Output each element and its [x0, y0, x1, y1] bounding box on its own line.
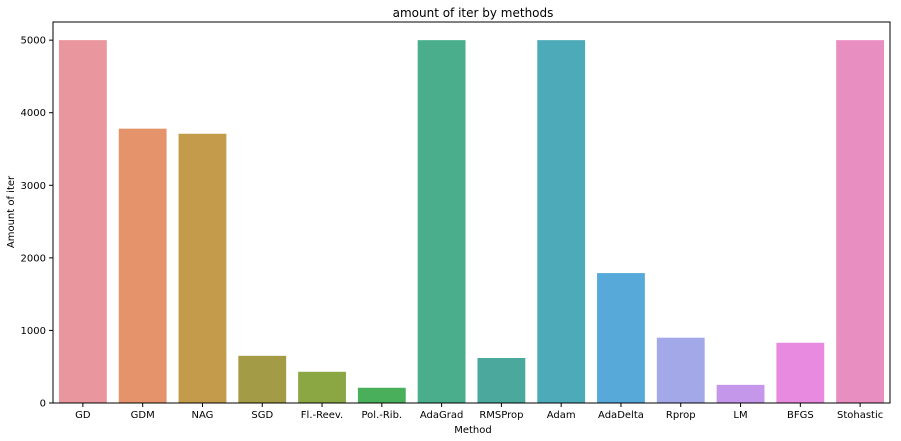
x-tick-label: SGD — [251, 410, 273, 421]
x-tick-label: RMSProp — [479, 410, 523, 421]
bars-group — [58, 40, 885, 404]
x-tick-label: Rprop — [666, 410, 696, 421]
x-tick-label: LM — [733, 410, 747, 421]
bar-bfgs — [776, 342, 825, 403]
x-tick-label: Adam — [547, 410, 576, 421]
plot-frame — [52, 21, 891, 404]
bar-nag — [178, 133, 227, 403]
chart-title: amount of iter by methods — [393, 6, 554, 20]
x-tick-label: Pol.-Rib. — [362, 410, 403, 421]
y-tick-label: 3000 — [21, 181, 46, 192]
x-axis-label: Method — [454, 425, 492, 436]
x-tick-label: Fl.-Reev. — [301, 410, 343, 421]
bar-sgd — [238, 355, 287, 403]
y-tick-label: 5000 — [21, 36, 46, 47]
bar-rmsprop — [477, 358, 526, 403]
y-tick-label: 1000 — [21, 326, 46, 337]
bar-fl-reev — [298, 371, 346, 403]
bar-pol-rib — [357, 387, 406, 403]
x-tick-label: AdaDelta — [598, 410, 644, 421]
x-tick-label: GD — [75, 410, 91, 421]
x-tick-label: BFGS — [787, 410, 814, 421]
y-tick-label: 0 — [40, 399, 46, 410]
bar-gd — [58, 40, 107, 404]
x-axis-ticks: GD GDM NAG SGD Fl.-Reev. Pol.-Rib. AdaGrad RMSP… — [75, 403, 883, 421]
bar-lm — [716, 384, 765, 403]
x-tick-label: NAG — [192, 410, 214, 421]
y-axis-label: Amount of iter — [6, 175, 17, 248]
bar-stohastic — [836, 40, 885, 404]
x-tick-label: GDM — [131, 410, 155, 421]
bar-rprop — [656, 337, 705, 403]
bar-gdm — [118, 128, 167, 403]
y-tick-label: 4000 — [21, 108, 46, 119]
y-tick-label: 2000 — [21, 253, 46, 264]
bar-adam — [537, 40, 586, 404]
x-tick-label: AdaGrad — [420, 410, 463, 421]
y-axis-ticks: 0 1000 2000 3000 4000 5000 — [21, 36, 53, 410]
x-tick-label: Stohastic — [837, 410, 883, 421]
bar-adagrad — [417, 40, 466, 404]
bar-adadelta — [597, 273, 645, 403]
